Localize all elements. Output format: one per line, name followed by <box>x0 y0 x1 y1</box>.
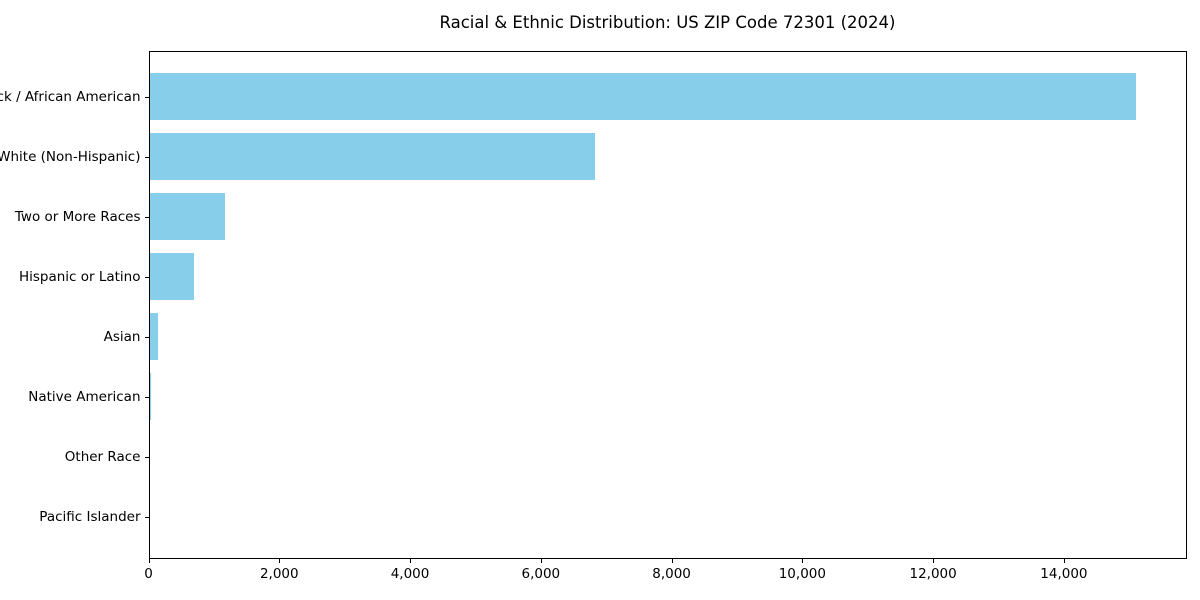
x-tick-label: 4,000 <box>390 566 430 582</box>
y-tick-mark <box>144 276 149 278</box>
plot-area <box>148 50 1187 559</box>
x-tick-label: 10,000 <box>778 566 826 582</box>
bar-two-or-more-races <box>149 193 225 240</box>
x-tick-label: 12,000 <box>909 566 957 582</box>
x-tick-label: 2,000 <box>259 566 299 582</box>
bar-native-american <box>149 373 151 420</box>
y-tick-mark <box>144 516 149 518</box>
y-tick-label: Two or More Races <box>14 209 141 225</box>
bar-asian <box>149 313 159 360</box>
y-tick-mark <box>144 156 149 158</box>
bar-black-african-american <box>149 73 1136 120</box>
x-tick-label: 6,000 <box>521 566 561 582</box>
x-tick-mark <box>671 559 673 563</box>
y-tick-label: Black / African American <box>0 89 141 105</box>
y-tick-label: White (Non-Hispanic) <box>0 149 141 165</box>
y-tick-label: Other Race <box>64 449 141 465</box>
y-tick-mark <box>144 456 149 458</box>
x-tick-label: 14,000 <box>1040 566 1088 582</box>
x-tick-mark <box>410 559 412 563</box>
y-tick-mark <box>144 396 149 398</box>
x-tick-mark <box>148 559 150 563</box>
bar-white-non-hispanic <box>149 133 596 180</box>
y-tick-mark <box>144 216 149 218</box>
x-tick-label: 0 <box>144 566 153 582</box>
y-tick-label: Pacific Islander <box>39 509 141 525</box>
y-tick-mark <box>144 336 149 338</box>
y-tick-mark <box>144 96 149 98</box>
y-tick-label: Native American <box>28 389 141 405</box>
x-tick-mark <box>540 559 542 563</box>
x-tick-mark <box>933 559 935 563</box>
y-tick-label: Asian <box>103 329 141 345</box>
x-tick-label: 8,000 <box>652 566 691 582</box>
bar-hispanic-or-latino <box>149 253 194 300</box>
x-tick-mark <box>1063 559 1065 563</box>
y-tick-label: Hispanic or Latino <box>18 269 141 285</box>
chart-title: Racial & Ethnic Distribution: US ZIP Cod… <box>439 13 896 32</box>
x-tick-mark <box>279 559 281 563</box>
x-tick-mark <box>802 559 804 563</box>
